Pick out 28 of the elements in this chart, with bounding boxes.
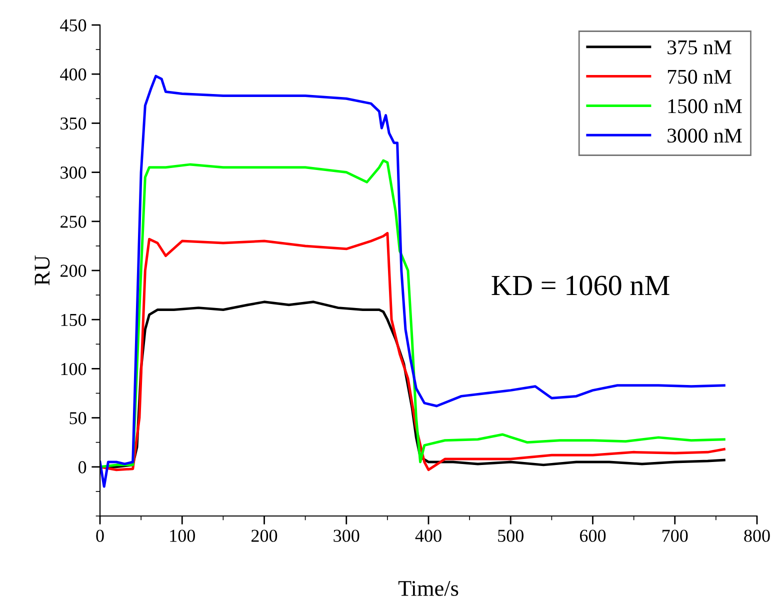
- annotation: KD = 1060 nM: [492, 276, 670, 296]
- legend-label: 750 nM: [668, 70, 732, 84]
- x-axis-title: Time/s: [398, 580, 458, 596]
- x-tick-label: 0: [96, 530, 104, 542]
- x-tick-label: 200: [252, 530, 278, 542]
- x-tick-label: 400: [415, 530, 442, 542]
- line-series: [100, 232, 726, 472]
- y-tick-label: 100: [61, 362, 86, 376]
- legend-label: 3000 nM: [668, 128, 742, 143]
- x-tick-label: 500: [498, 530, 524, 542]
- x-tick-label: 600: [580, 530, 606, 542]
- x-tick-label: 800: [744, 530, 770, 542]
- y-tick-label: 250: [60, 216, 86, 228]
- y-tick-label: 350: [60, 117, 86, 130]
- y-tick-label: 400: [60, 68, 86, 81]
- y-tick-label: 50: [70, 412, 86, 424]
- x-tick-label: 700: [662, 530, 688, 542]
- x-tick-label: 100: [170, 530, 195, 542]
- y-tick-label: 200: [60, 264, 86, 277]
- x-tick-label: 300: [334, 530, 360, 542]
- y-tick-label: 150: [61, 314, 86, 326]
- y-tick-label: 0: [78, 461, 86, 474]
- legend-label: 1500 nM: [668, 99, 742, 114]
- y-axis-title: RU: [34, 256, 50, 286]
- y-tick-label: 450: [60, 19, 86, 32]
- legend-label: 375 nM: [668, 40, 732, 54]
- line-series: [100, 159, 726, 468]
- y-tick-label: 300: [60, 166, 86, 179]
